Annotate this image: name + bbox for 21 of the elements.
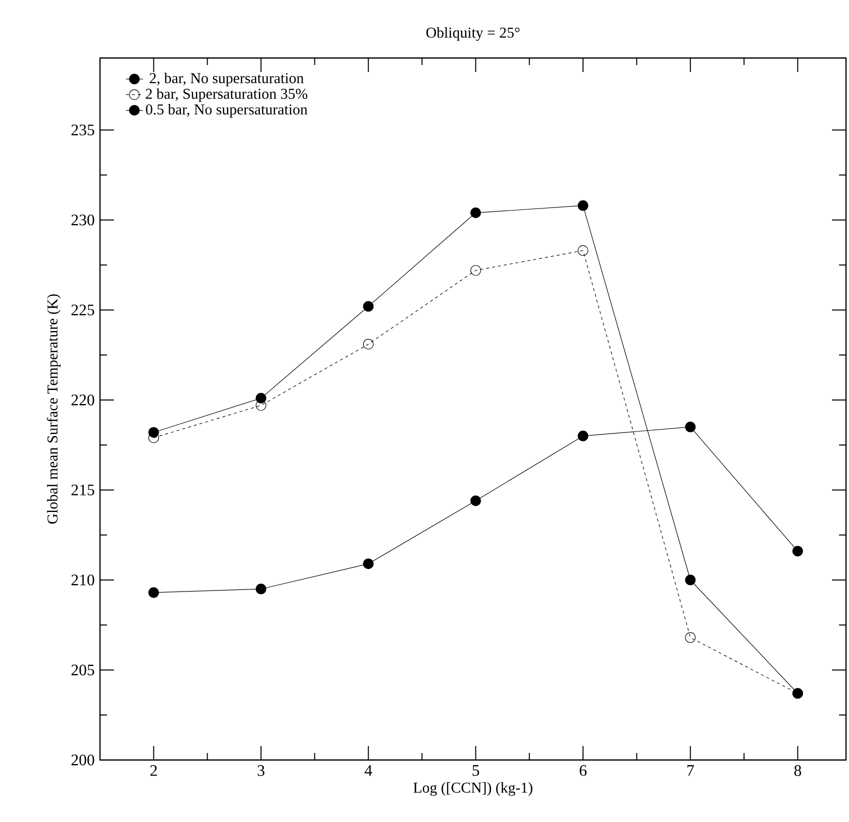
y-tick-label: 225 bbox=[72, 304, 94, 316]
x-axis-title: Log ([CCN]) (kg-1) bbox=[413, 782, 532, 796]
x-tick-label: 3 bbox=[258, 765, 264, 776]
y-tick-label: 235 bbox=[72, 124, 94, 136]
y-tick-label: 220 bbox=[72, 394, 94, 406]
x-tick-label: 6 bbox=[580, 765, 587, 776]
chart-title: Obliquity = 25° bbox=[426, 27, 520, 41]
legend-label: 2, bar, No supersaturation bbox=[150, 72, 304, 86]
x-tick-label: 8 bbox=[794, 765, 802, 776]
legend-label: 0.5 bar, No supersaturation bbox=[146, 104, 308, 118]
y-tick-label: 200 bbox=[72, 754, 94, 766]
y-tick-label: 210 bbox=[72, 574, 94, 586]
y-tick-label: 230 bbox=[72, 214, 94, 226]
x-tick-label: 5 bbox=[472, 765, 480, 776]
y-tick-label: 215 bbox=[72, 484, 94, 496]
y-axis-title: Global mean Surface Temperature (K) bbox=[46, 294, 61, 524]
legend-label: 2 bar, Supersaturation 35% bbox=[146, 88, 308, 102]
x-tick-label: 4 bbox=[364, 765, 372, 776]
x-tick-label: 2 bbox=[150, 765, 157, 776]
x-tick-label: 7 bbox=[687, 765, 694, 776]
y-tick-label: 205 bbox=[72, 664, 94, 676]
